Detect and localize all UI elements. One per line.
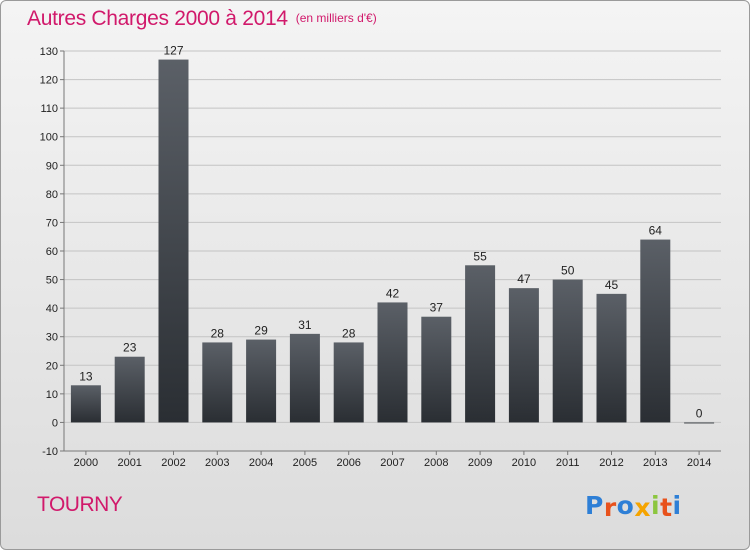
bar: [596, 293, 627, 423]
bar: [246, 339, 277, 423]
data-label: 23: [123, 341, 137, 355]
data-label: 0: [696, 406, 703, 420]
bar: [421, 316, 452, 423]
x-tick-label: 2004: [249, 457, 273, 469]
y-tick-label: 40: [46, 303, 58, 315]
place-name: TOURNY: [37, 493, 123, 516]
y-tick-label: 20: [46, 360, 58, 372]
x-tick-label: 2013: [643, 457, 667, 469]
x-tick-label: 2014: [687, 457, 711, 469]
x-tick-label: 2008: [424, 457, 448, 469]
title-line: Autres Charges 2000 à 2014 (en milliers d…: [27, 7, 377, 31]
chart-subtitle: (en milliers d'€): [295, 11, 377, 25]
bar: [377, 302, 408, 423]
y-tick-label: 120: [40, 75, 58, 87]
bar: [70, 385, 101, 423]
y-tick-label: 90: [46, 160, 58, 172]
x-tick-label: 2005: [293, 457, 317, 469]
y-tick-label: 50: [46, 275, 58, 287]
bar: [114, 356, 145, 423]
bar: [552, 279, 583, 423]
y-tick-label: 80: [46, 189, 58, 201]
x-tick-label: 2007: [380, 457, 404, 469]
x-tick-label: 2006: [336, 457, 360, 469]
data-label: 31: [298, 318, 312, 332]
data-label: 45: [605, 278, 619, 292]
y-tick-label: 60: [46, 246, 58, 258]
x-tick-label: 2010: [512, 457, 536, 469]
data-label: 127: [163, 44, 183, 58]
chart-title: Autres Charges 2000 à 2014: [27, 7, 288, 30]
data-label: 28: [342, 326, 356, 340]
bar: [158, 59, 189, 423]
bar: [202, 342, 233, 423]
y-tick-label: 110: [40, 103, 58, 115]
y-tick-label: 70: [46, 217, 58, 229]
data-label: 29: [254, 324, 268, 338]
data-label: 28: [211, 326, 225, 340]
data-label: 55: [473, 249, 487, 263]
y-tick-label: 10: [46, 389, 58, 401]
data-label: 64: [649, 224, 663, 238]
bar: [465, 265, 496, 423]
data-label: 37: [430, 301, 444, 315]
bar: [333, 342, 364, 423]
y-tick-label: 130: [40, 46, 58, 58]
data-label: 47: [517, 272, 531, 286]
data-label: 42: [386, 286, 400, 300]
data-labels: 13 23 127 28 29 31 28 42 37 55 47 50 45 64 0: [79, 44, 703, 421]
data-label: 13: [79, 369, 93, 383]
y-tick-label: 100: [40, 132, 58, 144]
data-label: 50: [561, 264, 575, 278]
x-tick-label: 2003: [205, 457, 229, 469]
x-tick-label: 2000: [74, 457, 98, 469]
x-tick-label: 2011: [556, 457, 580, 469]
x-tick-label: 2002: [161, 457, 185, 469]
bar: [508, 288, 539, 423]
bars: [70, 59, 715, 424]
x-tick-label: 2001: [117, 457, 141, 469]
bar: [640, 239, 671, 423]
x-tick-label: 2009: [468, 457, 492, 469]
y-tick-label: 0: [52, 417, 58, 429]
y-tick-label: -10: [42, 446, 58, 458]
x-tick-label: 2012: [599, 457, 623, 469]
bar: [289, 333, 320, 423]
bar: [684, 422, 715, 424]
y-tick-label: 30: [46, 332, 58, 344]
brand-logo: Proxiti: [585, 491, 682, 522]
